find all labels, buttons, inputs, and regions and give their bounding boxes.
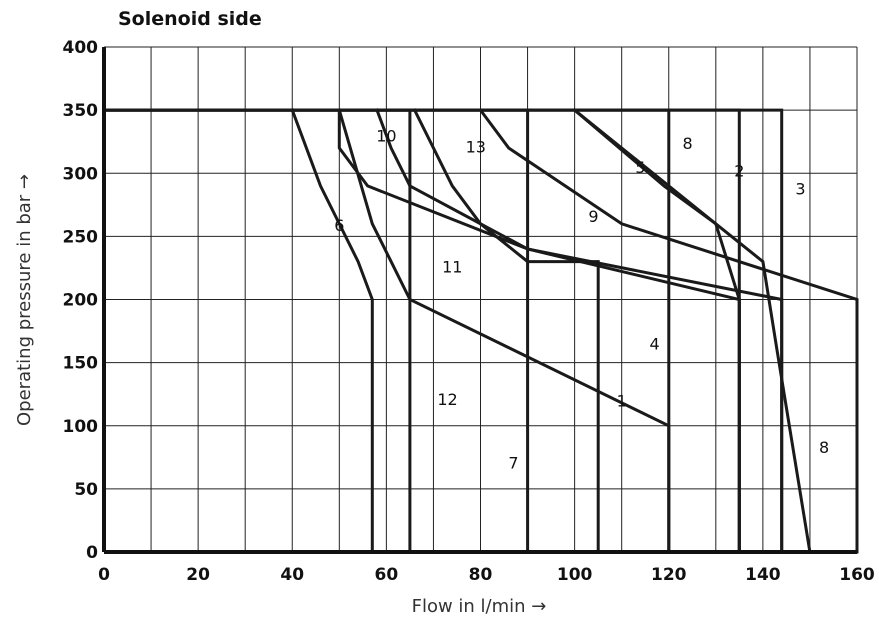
y-axis-label: Operating pressure in bar → xyxy=(14,174,35,426)
curve-label: 6 xyxy=(334,216,344,235)
curve-label: 10 xyxy=(376,126,396,145)
y-tick-label: 200 xyxy=(63,291,99,311)
x-tick-label: 0 xyxy=(98,565,110,585)
y-tick-label: 400 xyxy=(63,38,99,58)
y-tick-label: 100 xyxy=(63,417,99,437)
curve-label: 7 xyxy=(508,453,518,472)
tick-labels: 0 20 40 60 80 100 120 140 160 0 50 100 150 200 250 300 3… xyxy=(63,38,875,585)
curve-label: 1 xyxy=(617,392,627,411)
curve-label: 8 xyxy=(682,134,692,153)
y-tick-label: 250 xyxy=(63,227,99,247)
x-tick-label: 100 xyxy=(557,565,593,585)
series-line-12 xyxy=(337,108,412,554)
x-tick-label: 120 xyxy=(651,565,687,585)
x-tick-label: 140 xyxy=(745,565,781,585)
x-axis-label: Flow in l/min → xyxy=(412,596,547,617)
curve-label: 3 xyxy=(795,179,805,198)
curve-label: 11 xyxy=(442,258,462,277)
y-tick-label: 350 xyxy=(63,101,99,121)
y-tick-label: 300 xyxy=(63,164,99,184)
y-tick-label: 0 xyxy=(86,543,98,563)
series-line-6 xyxy=(290,108,374,554)
series-line-7 xyxy=(102,108,530,554)
x-tick-label: 60 xyxy=(375,565,399,585)
curve-label: 8 xyxy=(819,438,829,457)
x-tick-label: 20 xyxy=(186,565,210,585)
plot-frame xyxy=(102,47,857,554)
x-tick-label: 40 xyxy=(280,565,304,585)
chart-title: Solenoid side xyxy=(118,8,262,30)
curve-label: 12 xyxy=(437,390,457,409)
curve-label: 2 xyxy=(734,162,744,181)
grid xyxy=(103,46,858,553)
series-line-11 xyxy=(337,108,741,554)
series-line-3 xyxy=(102,108,784,554)
x-tick-label: 160 xyxy=(839,565,875,585)
series-lines xyxy=(102,107,859,554)
curve-label: 5 xyxy=(635,158,645,177)
series-line-13 xyxy=(412,108,784,554)
series-line-9 xyxy=(478,108,859,554)
y-tick-label: 150 xyxy=(63,354,99,374)
curve-label: 13 xyxy=(466,138,486,157)
curve-label: 9 xyxy=(588,207,598,226)
series-line-8 xyxy=(572,107,812,554)
y-tick-label: 50 xyxy=(74,480,98,500)
curve-label: 4 xyxy=(650,335,660,354)
x-tick-label: 80 xyxy=(469,565,493,585)
